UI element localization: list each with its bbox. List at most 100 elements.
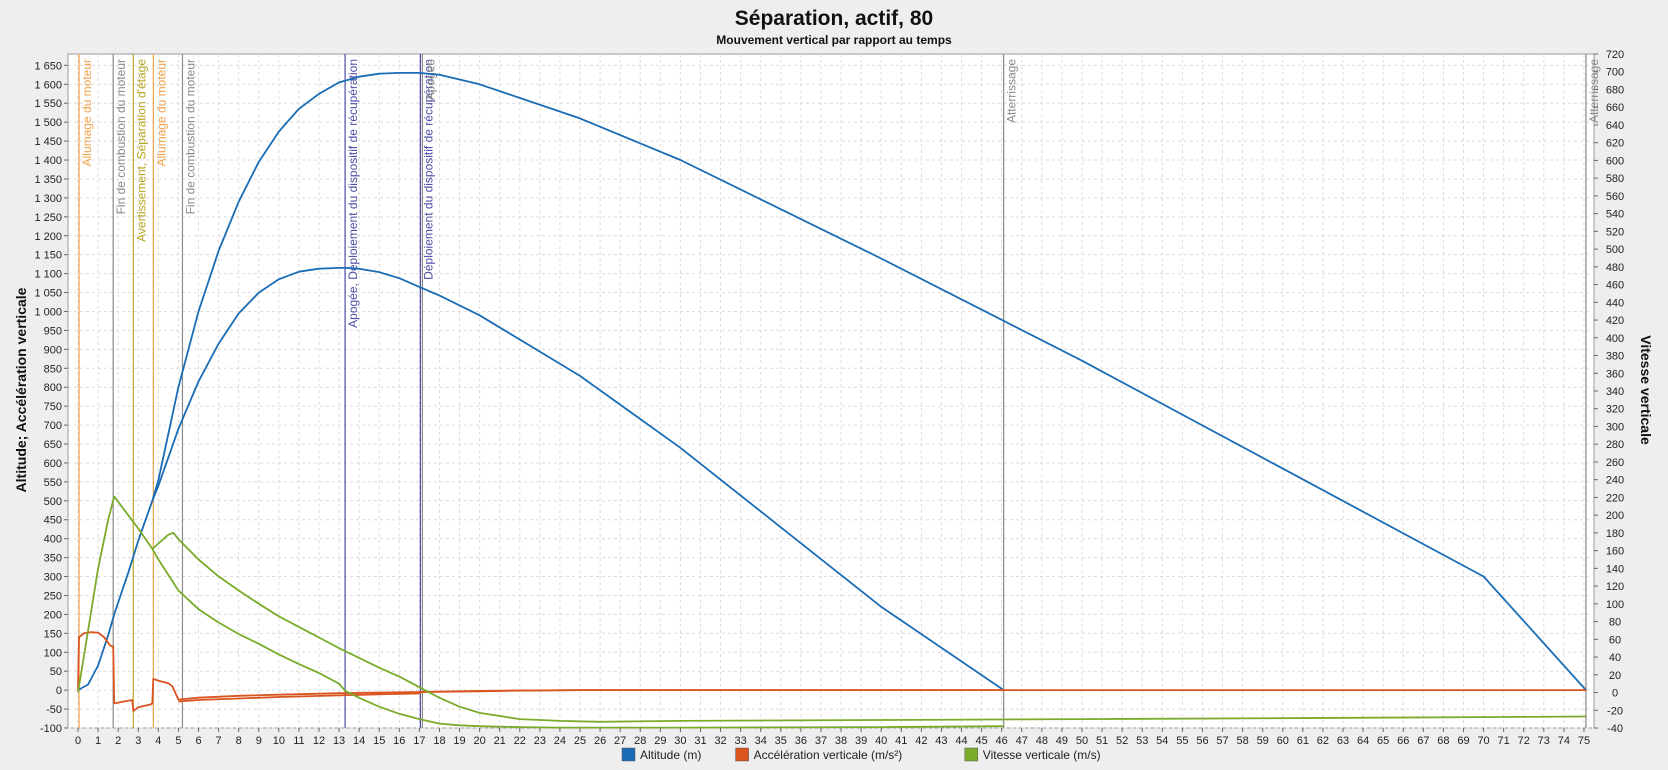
event-label: Déploiement du dispositif de récupératio… <box>421 59 435 280</box>
x-tick-label: 48 <box>1036 735 1048 747</box>
y-tick-label: 1 150 <box>34 250 62 262</box>
y2-tick-label: 720 <box>1606 49 1624 61</box>
y2-tick-label: -40 <box>1607 723 1623 735</box>
y-tick-label: -50 <box>46 704 62 716</box>
x-tick-label: 39 <box>855 735 867 747</box>
y-tick-label: 350 <box>44 553 62 565</box>
x-tick-label: 33 <box>735 735 747 747</box>
series-lines <box>77 72 1587 729</box>
y2-tick-label: 180 <box>1606 528 1624 540</box>
y2-tick-label: 580 <box>1606 173 1624 185</box>
x-tick-label: 45 <box>975 735 987 747</box>
x-tick-label: 29 <box>654 735 666 747</box>
y2-tick-label: 20 <box>1609 670 1621 682</box>
y2-tick-label: 340 <box>1606 386 1624 398</box>
y-tick-label: 1 500 <box>34 117 62 129</box>
x-tick-label: 38 <box>835 735 847 747</box>
x-tick-label: 71 <box>1498 735 1510 747</box>
x-tick-label: 44 <box>955 735 967 747</box>
x-tick-label: 18 <box>433 735 445 747</box>
x-tick-label: 46 <box>996 735 1008 747</box>
x-tick-label: 69 <box>1457 735 1469 747</box>
y-tick-label: 400 <box>44 534 62 546</box>
x-tick-label: 25 <box>574 735 586 747</box>
y2-tick-label: 320 <box>1606 404 1624 416</box>
x-tick-label: 43 <box>935 735 947 747</box>
y-tick-label: 550 <box>44 477 62 489</box>
x-tick-label: 10 <box>273 735 285 747</box>
x-tick-label: 30 <box>674 735 686 747</box>
y-tick-label: 50 <box>50 666 62 678</box>
y2-tick-label: 160 <box>1606 546 1624 558</box>
legend: Altitude (m) Accélération verticale (m/s²… <box>621 747 1101 762</box>
x-tick-label: 42 <box>915 735 927 747</box>
y-tick-label: 150 <box>44 628 62 640</box>
x-tick-label: 28 <box>634 735 646 747</box>
x-tick-label: 19 <box>453 735 465 747</box>
y2-tick-label: 660 <box>1606 102 1624 114</box>
axes: 0 1 2 3 4 5 6 7 8 9 10 11 12 13 14 15 16 17 18 19 20 21 22 23 24… <box>34 49 1624 747</box>
y-tick-label: 1 600 <box>34 79 62 91</box>
x-tick-label: 60 <box>1277 735 1289 747</box>
y-tick-label: 1 550 <box>34 98 62 110</box>
x-tick-label: 31 <box>694 735 706 747</box>
event-label: Avertissement, Séparation d'étage <box>134 59 148 242</box>
x-tick-label: 17 <box>413 735 425 747</box>
x-tick-label: 26 <box>594 735 606 747</box>
x-tick-label: 36 <box>795 735 807 747</box>
y-tick-label: 1 100 <box>34 269 62 281</box>
x-tick-label: 35 <box>775 735 787 747</box>
y-tick-label: 600 <box>44 458 62 470</box>
event-label: Fin de combustion du moteur <box>183 59 197 214</box>
y-tick-label: 650 <box>44 439 62 451</box>
series-line <box>77 495 1587 723</box>
y2-tick-label: 240 <box>1606 475 1624 487</box>
y-tick-label: 1 200 <box>34 231 62 243</box>
grid <box>68 54 1594 729</box>
y-tick-label: 1 000 <box>34 306 62 318</box>
x-tick-label: 11 <box>293 735 304 747</box>
x-tick-label: 1 <box>95 735 101 747</box>
y2-tick-label: 600 <box>1606 155 1624 167</box>
x-tick-label: 2 <box>115 735 121 747</box>
x-tick-label: 21 <box>494 735 506 747</box>
y-tick-label: 900 <box>44 344 62 356</box>
y2-tick-label: 100 <box>1606 599 1624 611</box>
x-tick-label: 68 <box>1437 735 1449 747</box>
x-tick-label: 9 <box>256 735 262 747</box>
x-tick-label: 66 <box>1397 735 1409 747</box>
x-tick-label: 62 <box>1317 735 1329 747</box>
x-tick-label: 63 <box>1337 735 1349 747</box>
y-tick-label: 1 650 <box>34 60 62 72</box>
x-tick-label: 41 <box>895 735 907 747</box>
y2-tick-label: 140 <box>1606 563 1624 575</box>
x-tick-label: 14 <box>353 735 365 747</box>
y-tick-label: 850 <box>44 363 62 375</box>
event-label: Allumage du moteur <box>80 59 94 166</box>
y-tick-label: 1 250 <box>34 212 62 224</box>
x-tick-label: 49 <box>1056 735 1068 747</box>
x-tick-label: 47 <box>1016 735 1028 747</box>
legend-label: Altitude (m) <box>640 748 701 762</box>
x-tick-label: 15 <box>373 735 385 747</box>
event-annotations: Allumage du moteur Fin de combustion du m… <box>78 54 1601 728</box>
y2-tick-label: 420 <box>1606 315 1624 327</box>
x-tick-label: 52 <box>1116 735 1128 747</box>
x-tick-label: 16 <box>393 735 405 747</box>
x-tick-label: 64 <box>1357 735 1369 747</box>
y2-tick-label: 300 <box>1606 421 1624 433</box>
x-tick-label: 34 <box>755 735 767 747</box>
y-tick-label: 1 400 <box>34 155 62 167</box>
y2-tick-label: 520 <box>1606 226 1624 238</box>
y2-tick-label: 480 <box>1606 262 1624 274</box>
x-tick-label: 7 <box>216 735 222 747</box>
x-tick-label: 20 <box>473 735 485 747</box>
y-tick-label: 450 <box>44 515 62 527</box>
y-tick-label: 100 <box>44 647 62 659</box>
y2-tick-label: 700 <box>1606 67 1624 79</box>
x-tick-label: 50 <box>1076 735 1088 747</box>
x-tick-label: 12 <box>313 735 325 747</box>
y2-tick-label: 200 <box>1606 510 1624 522</box>
